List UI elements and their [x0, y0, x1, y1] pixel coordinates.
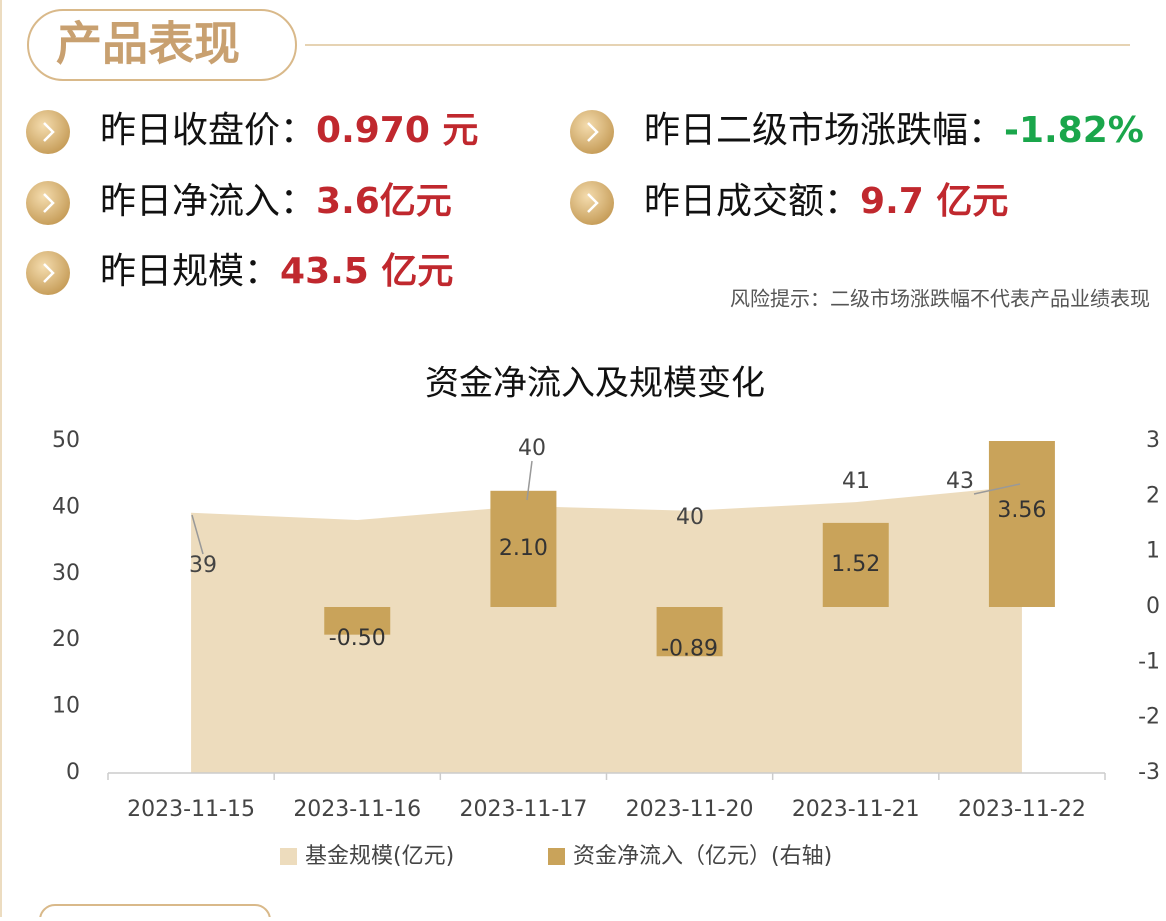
- area: [191, 486, 1022, 773]
- legend-swatch: [548, 848, 565, 865]
- stat-value: -1.82%: [1004, 110, 1144, 151]
- stat-value: 9.7 亿元: [860, 181, 1008, 222]
- chart-title: 资金净流入及规模变化: [425, 364, 765, 404]
- bar: [324, 607, 391, 635]
- risk-note: 风险提示：二级市场涨跌幅不代表产品业绩表现: [730, 287, 1150, 311]
- x-tick-label: 2023-11-20: [626, 797, 754, 822]
- data-label: 3.56: [997, 498, 1046, 523]
- stat-value: 0.970 元: [316, 110, 478, 151]
- stat: 昨日收盘价：0.970 元: [100, 110, 478, 151]
- data-label: -0.50: [329, 626, 386, 651]
- data-label: 40: [518, 436, 546, 461]
- y-tick-label: 40: [52, 494, 80, 519]
- y-tick-label: 30: [52, 561, 80, 586]
- y2-tick-label: -3: [1138, 760, 1160, 785]
- stat: 昨日规模：43.5 亿元: [100, 251, 453, 292]
- bullet-arrow: [43, 193, 55, 213]
- bullet: [26, 251, 70, 295]
- bullet-arrow: [43, 122, 55, 142]
- bullet-arrow: [587, 193, 599, 213]
- legend-label: 资金净流入（亿元）(右轴): [573, 844, 832, 869]
- stat-label: 昨日成交额：: [644, 181, 860, 222]
- stat-value: 3.6亿元: [316, 181, 452, 222]
- bullet-arrow: [587, 122, 599, 142]
- bar: [490, 490, 557, 607]
- y2-tick-label: 2: [1146, 483, 1160, 508]
- bullet: [570, 181, 614, 225]
- leader-line: [191, 514, 204, 555]
- x-tick-label: 2023-11-22: [958, 797, 1086, 822]
- stat-label: 昨日二级市场涨跌幅：: [644, 110, 1004, 151]
- data-label: 1.52: [831, 552, 880, 577]
- stat: 昨日成交额：9.7 亿元: [644, 181, 1008, 222]
- y2-tick-label: -1: [1138, 649, 1160, 674]
- x-tick-label: 2023-11-15: [127, 797, 255, 822]
- legend-swatch: [280, 848, 297, 865]
- stat: 昨日二级市场涨跌幅：-1.82%: [644, 110, 1144, 151]
- bullet: [26, 110, 70, 154]
- data-label: 39: [189, 553, 217, 578]
- y-tick-label: 0: [66, 760, 80, 785]
- y2-tick-label: 3: [1146, 428, 1160, 453]
- stat-value: 43.5 亿元: [280, 251, 453, 292]
- data-label: -0.89: [661, 637, 718, 662]
- y-tick-label: 50: [52, 428, 80, 453]
- y2-tick-label: 0: [1146, 594, 1160, 619]
- leader-line: [973, 483, 1021, 495]
- bar: [822, 522, 889, 607]
- data-label: 41: [842, 469, 870, 494]
- bullet-arrow: [43, 263, 55, 283]
- y2-tick-label: 1: [1146, 539, 1160, 564]
- y-tick-label: 10: [52, 694, 80, 719]
- x-tick-label: 2023-11-21: [792, 797, 920, 822]
- stat: 昨日净流入：3.6亿元: [100, 181, 452, 222]
- stat-label: 昨日净流入：: [100, 181, 316, 222]
- plot: [191, 441, 1055, 773]
- leader-line: [526, 460, 533, 501]
- bullet: [26, 181, 70, 225]
- data-label: 43: [946, 469, 974, 494]
- stat-label: 昨日规模：: [100, 251, 280, 292]
- data-label: 40: [676, 505, 704, 530]
- header-pill: [27, 9, 297, 81]
- stat-label: 昨日收盘价：: [100, 110, 316, 151]
- y2-tick-label: -2: [1138, 705, 1160, 730]
- bullet: [570, 110, 614, 154]
- bar: [988, 441, 1055, 607]
- header-title: 产品表现: [56, 17, 240, 71]
- x-tick-label: 2023-11-16: [293, 797, 421, 822]
- y-tick-label: 20: [52, 627, 80, 652]
- x-tick-label: 2023-11-17: [459, 797, 587, 822]
- legend-label: 基金规模(亿元): [305, 844, 454, 869]
- data-label: 2.10: [499, 536, 548, 561]
- next-section-pill: [39, 904, 271, 921]
- bar: [656, 607, 723, 657]
